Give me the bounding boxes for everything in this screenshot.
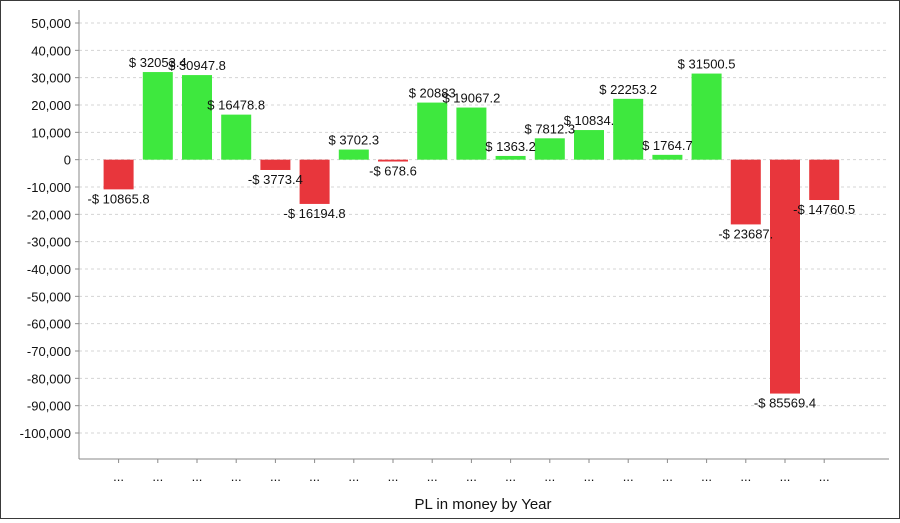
y-tick-label: -70,000 (27, 344, 71, 359)
x-tick-label: ... (780, 469, 791, 484)
y-tick-label: -50,000 (27, 289, 71, 304)
x-tick-label: ... (544, 469, 555, 484)
data-label: $ 1363.2 (485, 139, 536, 154)
y-tick-label: -100,000 (20, 426, 71, 441)
x-tick-label: ... (584, 469, 595, 484)
bar[interactable] (652, 154, 683, 160)
x-tick-label: ... (427, 469, 438, 484)
x-tick-label: ... (152, 469, 163, 484)
data-label: $ 19067.2 (442, 91, 500, 106)
y-tick-label: 0 (64, 153, 71, 168)
data-label: -$ 10865.8 (88, 191, 150, 206)
y-tick-label: 50,000 (31, 16, 71, 31)
x-tick-label: ... (231, 469, 242, 484)
y-axis-ticks: 50,000 40,000 30,000 20,000 10,000 0 -10,000 -2… (20, 16, 79, 441)
data-label: $ 31500.5 (678, 57, 736, 72)
data-label: -$ 678.6 (369, 164, 417, 179)
data-label: $ 16478.8 (207, 98, 265, 113)
data-label: $ 30947.8 (168, 58, 226, 73)
y-tick-label: -90,000 (27, 399, 71, 414)
x-tick-label: ... (662, 469, 673, 484)
x-tick-label: ... (348, 469, 359, 484)
y-tick-label: -10,000 (27, 180, 71, 195)
bar[interactable] (809, 159, 840, 201)
x-tick-label: ... (270, 469, 281, 484)
data-label: -$ 16194.8 (284, 206, 346, 221)
bar[interactable] (182, 75, 212, 160)
bar[interactable] (221, 114, 252, 160)
data-label: -$ 3773.4 (248, 172, 303, 187)
bar[interactable] (299, 159, 330, 204)
data-label: $ 1764.7 (642, 138, 693, 153)
data-label: $ 32053.4 (129, 55, 187, 70)
y-tick-label: -20,000 (27, 207, 71, 222)
x-axis-title: PL in money by Year (414, 496, 551, 513)
data-label: $ 20883 (409, 86, 456, 101)
bar[interactable] (691, 73, 722, 160)
bar[interactable] (613, 98, 644, 160)
bar[interactable] (495, 155, 526, 160)
bar[interactable] (378, 159, 408, 162)
x-tick-label: ... (388, 469, 399, 484)
bar[interactable] (730, 159, 761, 225)
x-tick-label: ... (740, 469, 751, 484)
bar[interactable] (338, 149, 369, 160)
x-tick-label: ... (819, 469, 830, 484)
bar[interactable] (574, 130, 604, 160)
bars (103, 72, 840, 394)
y-tick-label: -80,000 (27, 371, 71, 386)
y-tick-label: -40,000 (27, 262, 71, 277)
data-label: $ 3702.3 (328, 133, 379, 148)
data-label: -$ 85569.4 (754, 396, 816, 411)
data-labels: -$ 10865.8 $ 32053.4$ 30947.8 $ 16478.8 -$ … (88, 55, 856, 411)
y-tick-label: 20,000 (31, 98, 71, 113)
x-tick-label: ... (113, 469, 124, 484)
data-label: $ 22253.2 (599, 82, 657, 97)
bar[interactable] (260, 159, 291, 170)
y-tick-label: 40,000 (31, 43, 71, 58)
x-tick-label: ... (623, 469, 634, 484)
bar[interactable] (456, 107, 487, 160)
data-label: $ 10834. (564, 113, 615, 128)
y-tick-label: 10,000 (31, 125, 71, 140)
data-label: -$ 23687. (718, 226, 773, 241)
x-tick-label: ... (192, 469, 203, 484)
bar[interactable] (534, 138, 565, 160)
x-tick-label: ... (701, 469, 712, 484)
bar[interactable] (417, 102, 448, 160)
bar[interactable] (142, 72, 173, 160)
bar[interactable] (103, 159, 134, 190)
bar[interactable] (770, 159, 800, 394)
x-axis-ticks: ........................................… (113, 459, 830, 484)
x-tick-label: ... (505, 469, 516, 484)
x-tick-label: ... (309, 469, 320, 484)
y-tick-label: -60,000 (27, 317, 71, 332)
y-tick-label: 30,000 (31, 71, 71, 86)
x-tick-label: ... (466, 469, 477, 484)
data-label: $ 7812.3 (524, 121, 575, 136)
y-tick-label: -30,000 (27, 235, 71, 250)
data-label: -$ 14760.5 (793, 202, 855, 217)
